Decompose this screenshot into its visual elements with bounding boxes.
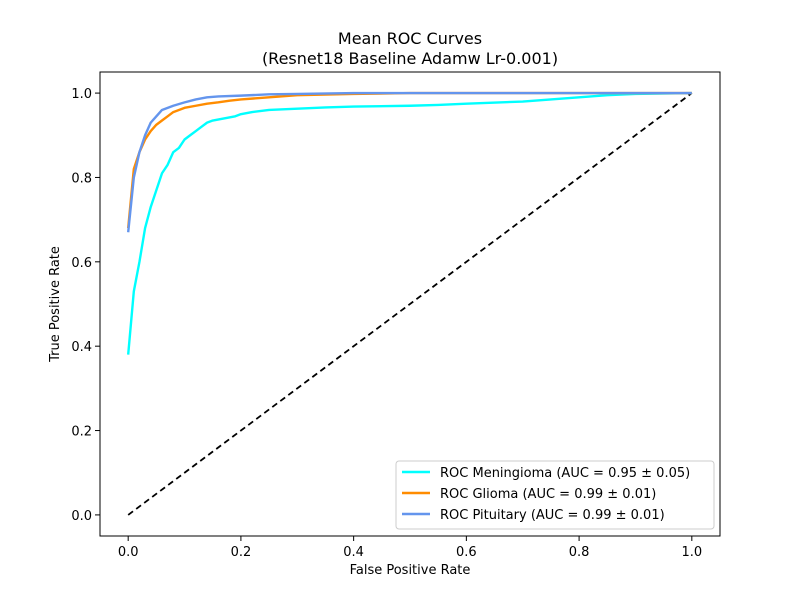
legend-box: [395, 460, 715, 530]
legend-label: ROC Glioma (AUC = 0.99 ± 0.01): [440, 487, 656, 502]
chart-subtitle: (Resnet18 Baseline Adamw Lr-0.001): [262, 49, 558, 68]
plot-lines: [126, 91, 693, 516]
legend-label: ROC Meningioma (AUC = 0.95 ± 0.05): [440, 466, 690, 481]
y-tick-label: 0.4: [71, 340, 92, 355]
y-tick-label: 0.0: [71, 509, 92, 524]
x-tick-label: 0.6: [456, 545, 477, 560]
x-tick-label: 0.2: [231, 545, 252, 560]
roc-meningioma-line: [126, 91, 692, 355]
plot-frame: [99, 71, 721, 537]
roc-glioma-line: [126, 91, 692, 229]
legend-entry-glioma: ROC Glioma (AUC = 0.99 ± 0.01): [402, 487, 656, 502]
y-axis-label: True Positive Rate: [48, 246, 63, 363]
y-axis-ticks: 0.0 0.2 0.4 0.6 0.8 1.0: [71, 87, 100, 524]
x-axis-label: False Positive Rate: [350, 563, 471, 578]
y-tick-label: 0.6: [71, 256, 92, 271]
legend-entry-pituitary: ROC Pituitary (AUC = 0.99 ± 0.01): [402, 508, 665, 523]
roc-pituitary-line: [126, 91, 692, 233]
x-tick-label: 0.8: [569, 545, 590, 560]
legend: ROC Meningioma (AUC = 0.95 ± 0.05) ROC Gl…: [395, 460, 715, 530]
legend-label: ROC Pituitary (AUC = 0.99 ± 0.01): [440, 508, 665, 523]
x-tick-label: 0.4: [343, 545, 364, 560]
y-tick-label: 1.0: [71, 87, 92, 102]
chance-reference-line: [127, 92, 693, 516]
y-tick-label: 0.2: [71, 425, 92, 440]
y-tick-label: 0.8: [71, 171, 92, 186]
x-tick-label: 0.0: [118, 545, 139, 560]
x-tick-label: 1.0: [681, 545, 702, 560]
legend-entry-meningioma: ROC Meningioma (AUC = 0.95 ± 0.05): [402, 466, 690, 481]
chart-title: Mean ROC Curves: [338, 29, 482, 48]
x-axis-ticks: 0.0 0.2 0.4 0.6 0.8 1.0: [118, 536, 702, 560]
